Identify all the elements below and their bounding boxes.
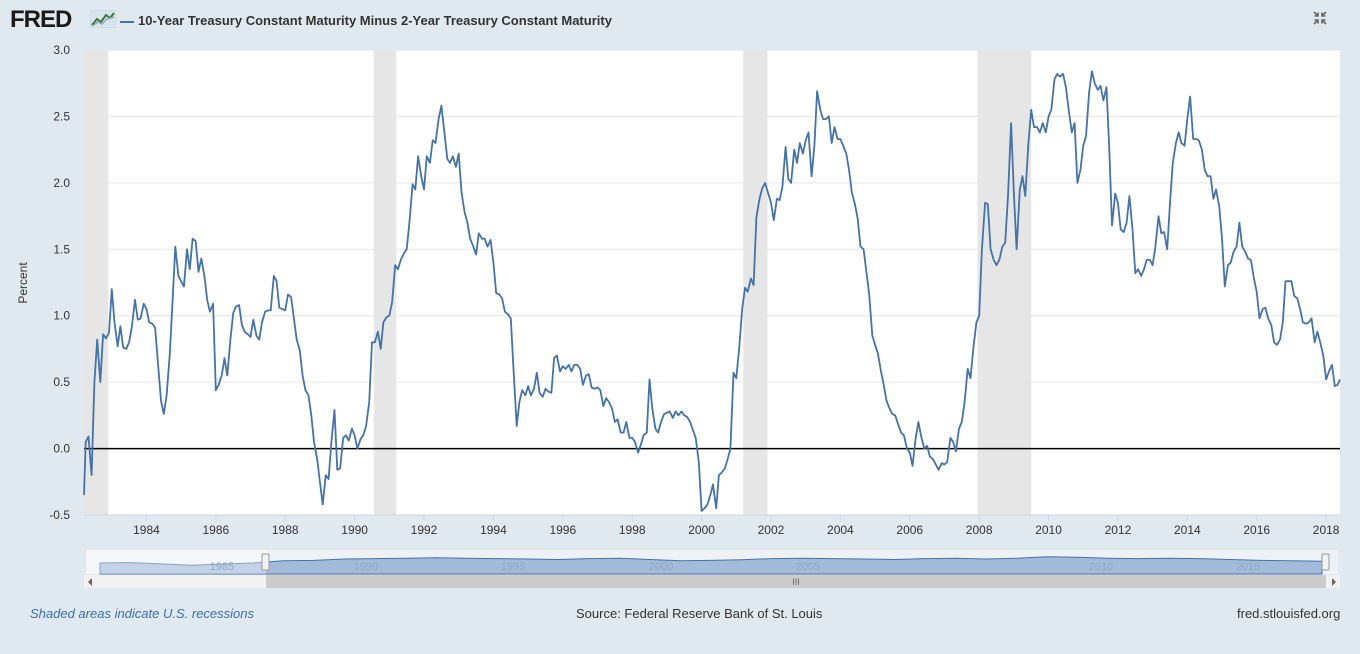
- x-tick-label: 1996: [549, 523, 576, 537]
- x-tick-label: 2016: [1243, 523, 1270, 537]
- legend-swatch: [120, 20, 134, 23]
- navigator-label: 1990: [354, 561, 378, 573]
- y-tick-label: 3.0: [53, 43, 70, 57]
- recession-band: [977, 50, 1032, 515]
- x-tick-label: 2004: [827, 523, 854, 537]
- navigator-labels: 1985 1990 1995 2000 2005 2010 2015: [210, 561, 1260, 573]
- navigator-series-area: [99, 556, 1323, 575]
- source-text: Source: Federal Reserve Bank of St. Loui…: [576, 606, 823, 621]
- x-tick-label: 1998: [619, 523, 646, 537]
- collapse-arrows-icon[interactable]: [1312, 10, 1328, 26]
- navigator-mask-left: [86, 550, 266, 574]
- navigator-handle-left[interactable]: [261, 553, 270, 571]
- recession-note[interactable]: Shaded areas indicate U.S. recessions: [30, 606, 255, 621]
- site-link[interactable]: fred.stlouisfed.org: [1237, 606, 1341, 621]
- chart-header: FRED 10-Year Treasury Constant Maturity …: [0, 0, 1360, 40]
- x-tick-label: 2014: [1174, 523, 1201, 537]
- y-axis-label: Percent: [16, 262, 30, 304]
- recession-bands: [84, 50, 1032, 515]
- y-tick-label: 1.5: [53, 242, 70, 256]
- scrollbar-thumb[interactable]: [266, 575, 1326, 588]
- recession-band: [84, 50, 109, 515]
- y-axis: -0.5 0.0 0.5 1.0 1.5 2.0 2.5 3.0: [49, 43, 70, 522]
- navigator-label: 1995: [501, 561, 525, 573]
- navigator-label: 2000: [649, 561, 673, 573]
- plot-area: [84, 50, 1340, 515]
- y-tick-label: 2.0: [53, 176, 70, 190]
- x-tick-label: 2010: [1035, 523, 1062, 537]
- x-tick-label: 2008: [966, 523, 993, 537]
- legend[interactable]: 10-Year Treasury Constant Maturity Minus…: [120, 13, 612, 28]
- y-tick-label: -0.5: [49, 508, 70, 522]
- scroll-right-arrow-icon[interactable]: [1332, 578, 1336, 586]
- y-tick-label: 1.0: [53, 309, 70, 323]
- x-tick-label: 1992: [411, 523, 438, 537]
- x-tick-label: 2000: [688, 523, 715, 537]
- line-chart-icon: [90, 10, 116, 28]
- x-tick-label: 1994: [480, 523, 507, 537]
- x-tick-label: 2002: [758, 523, 785, 537]
- recession-band: [373, 50, 397, 515]
- navigator-handle-right[interactable]: [1321, 553, 1330, 571]
- x-tick-label: 2012: [1105, 523, 1132, 537]
- scroll-left-arrow-icon[interactable]: [88, 578, 92, 586]
- fred-logo[interactable]: FRED: [10, 6, 72, 33]
- x-tick-label: 2006: [896, 523, 923, 537]
- navigator-label: 2015: [1236, 561, 1260, 573]
- x-tick-label: 2018: [1313, 523, 1340, 537]
- range-navigator[interactable]: 1985 1990 1995 2000 2005 2010 2015 III: [0, 548, 1360, 590]
- navigator-label: 2005: [796, 561, 820, 573]
- y-tick-label: 2.5: [53, 109, 70, 123]
- navigator-label: 2010: [1089, 561, 1113, 573]
- line-chart[interactable]: -0.50.00.51.01.52.02.53.0 1984 1986 1988 19…: [0, 40, 1360, 548]
- scrollbar-grip: III: [792, 577, 800, 587]
- x-axis: 1984 1986 1988 1990 1992 1994 1996 1998 2000 2002…: [84, 514, 1340, 537]
- x-tick-label: 1986: [202, 523, 229, 537]
- y-tick-label: 0.0: [53, 442, 70, 456]
- x-tick-label: 1984: [133, 523, 160, 537]
- y-tick-label: 0.5: [53, 375, 70, 389]
- recession-band: [743, 50, 768, 515]
- x-tick-label: 1988: [272, 523, 299, 537]
- navigator-label: 1985: [210, 561, 234, 573]
- series-line[interactable]: [83, 70, 1341, 512]
- legend-series-title: 10-Year Treasury Constant Maturity Minus…: [138, 13, 612, 28]
- x-tick-label: 1990: [341, 523, 368, 537]
